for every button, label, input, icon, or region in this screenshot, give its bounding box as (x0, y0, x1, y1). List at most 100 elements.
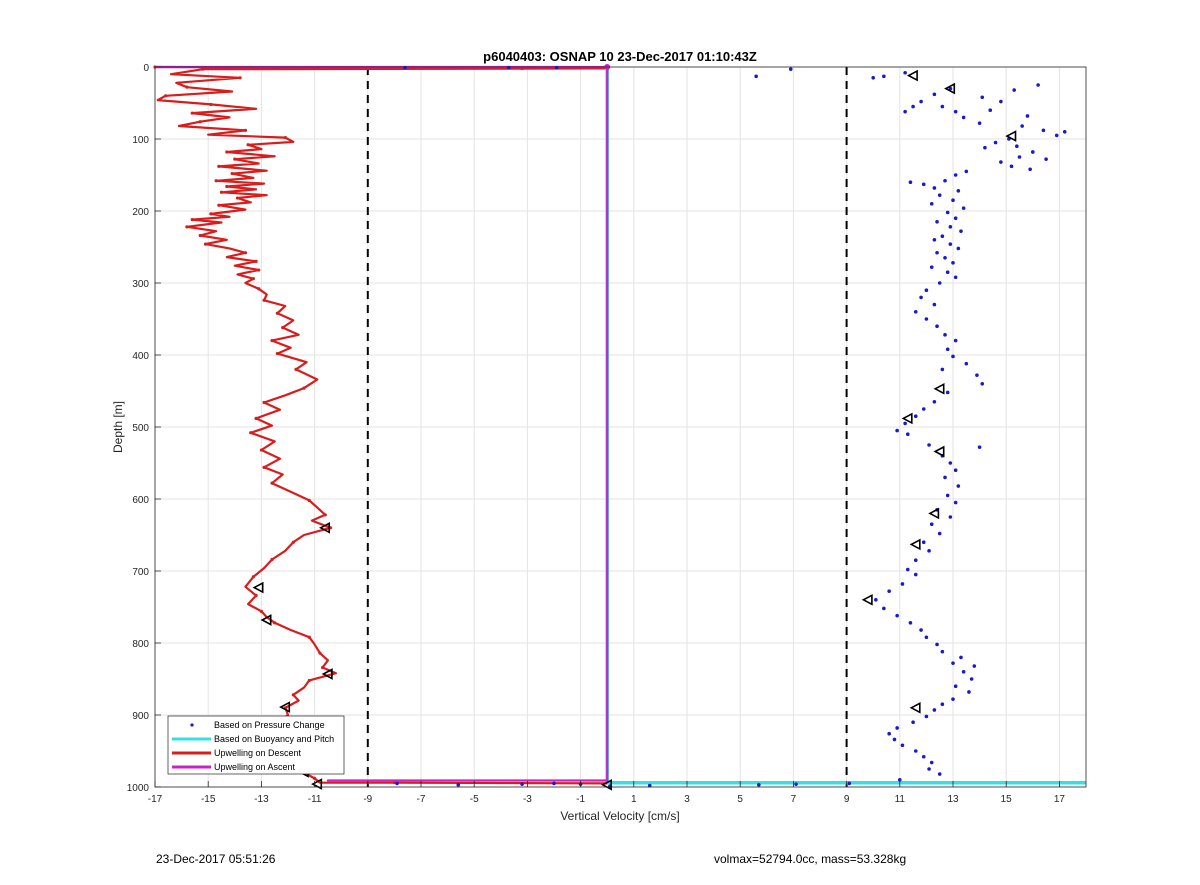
descent-point (270, 339, 274, 343)
threshold-lines (366, 67, 848, 787)
pressure-point (980, 95, 985, 100)
pressure-point (948, 461, 953, 465)
descent-point (275, 311, 279, 315)
y-tick-label: 100 (132, 135, 149, 146)
x-tick-label: 15 (1001, 794, 1013, 805)
descent-point (214, 179, 218, 183)
pressure-point (1015, 144, 1019, 148)
pressure-point (993, 140, 998, 145)
pressure-point (1009, 164, 1014, 169)
pressure-point (1062, 130, 1067, 134)
pressure-point (1044, 157, 1048, 161)
pressure-point (937, 193, 942, 197)
descent-point (203, 242, 208, 246)
pressure-point (913, 414, 918, 419)
descent-point (270, 481, 274, 485)
pressure-point (927, 549, 931, 553)
triangle-marker (1005, 130, 1017, 142)
descent-point (238, 76, 242, 80)
descent-point (281, 326, 285, 330)
descent-point (307, 635, 311, 639)
descent-point (307, 498, 311, 503)
x-tick-label: 13 (947, 794, 959, 805)
x-axis-label: Vertical Velocity [cm/s] (560, 809, 679, 823)
x-tick-label: -7 (417, 794, 426, 805)
x-tick-label: -9 (363, 794, 372, 805)
pressure-point (932, 92, 937, 97)
y-tick-label: 300 (132, 279, 149, 290)
pressure-point (898, 778, 902, 782)
descent-point (392, 781, 396, 785)
pressure-point (977, 121, 982, 125)
y-tick-label: 800 (132, 639, 149, 650)
pressure-point (975, 373, 979, 377)
legend-swatch-pressure (190, 723, 194, 727)
y-tick-label: 900 (132, 711, 149, 722)
descent-point (217, 203, 221, 207)
descent-point (185, 225, 189, 229)
pressure-point (948, 242, 953, 246)
descent-point (209, 102, 213, 107)
pressure-point (951, 697, 955, 701)
pressure-point (554, 65, 559, 70)
legend-label-pressure: Based on Pressure Change (214, 720, 325, 730)
descent-point (249, 431, 253, 435)
descent-point (190, 111, 194, 115)
pressure-point (908, 621, 913, 625)
pressure-point (953, 173, 958, 177)
pressure-point (935, 250, 939, 255)
pressure-point (520, 782, 524, 786)
pressure-point (940, 702, 945, 706)
descent-point (225, 184, 229, 189)
pressure-point (961, 115, 966, 120)
pressure-point (919, 628, 923, 632)
pressure-point (956, 246, 961, 251)
pressure-point (959, 229, 963, 233)
pressure-point (959, 655, 963, 660)
pressure-point (924, 317, 929, 321)
descent-point (323, 513, 327, 517)
pressure-point (943, 475, 947, 480)
pressure-point (983, 145, 987, 150)
descent-point (209, 212, 213, 216)
y-tick-label: 600 (132, 495, 149, 506)
pressure-point (1028, 167, 1032, 172)
pressure-point (953, 216, 958, 220)
pressure-point (882, 606, 886, 611)
descent-point (251, 277, 256, 281)
pressure-point (951, 198, 955, 202)
pressure-point (1031, 150, 1035, 154)
pressure-point (927, 767, 931, 771)
descent-point (225, 150, 229, 154)
pressure-point (927, 443, 931, 447)
x-tick-label: 11 (895, 794, 906, 805)
descent-point (318, 651, 322, 655)
pressure-point (905, 432, 910, 437)
pressure-point (951, 261, 955, 265)
x-tick-label: -15 (201, 794, 216, 805)
x-tick-label: -3 (523, 794, 532, 805)
pressure-point (913, 558, 918, 562)
pressure-point (980, 382, 985, 386)
pressure-point (937, 531, 942, 536)
pressure-point (924, 288, 929, 293)
pressure-point (911, 104, 915, 109)
descent-point (257, 287, 261, 291)
y-axis-label: Depth [m] (111, 401, 125, 453)
legend-label-descent: Upwelling on Descent (214, 748, 302, 758)
x-tick-label: -5 (470, 794, 479, 805)
pressure-point (1041, 128, 1046, 133)
x-tick-label: 1 (631, 794, 637, 805)
triangle-marker (279, 701, 291, 713)
pressure-point (953, 338, 958, 343)
descent-point (235, 196, 240, 200)
pressure-point (895, 428, 899, 433)
pressure-point (395, 781, 399, 786)
descent-point (254, 416, 258, 420)
pressure-point (948, 225, 953, 229)
pressure-point (900, 582, 905, 586)
pressure-point (988, 108, 993, 112)
x-tick-label: -11 (308, 794, 322, 805)
pressure-point (961, 670, 966, 674)
pressure-point (1036, 83, 1040, 87)
